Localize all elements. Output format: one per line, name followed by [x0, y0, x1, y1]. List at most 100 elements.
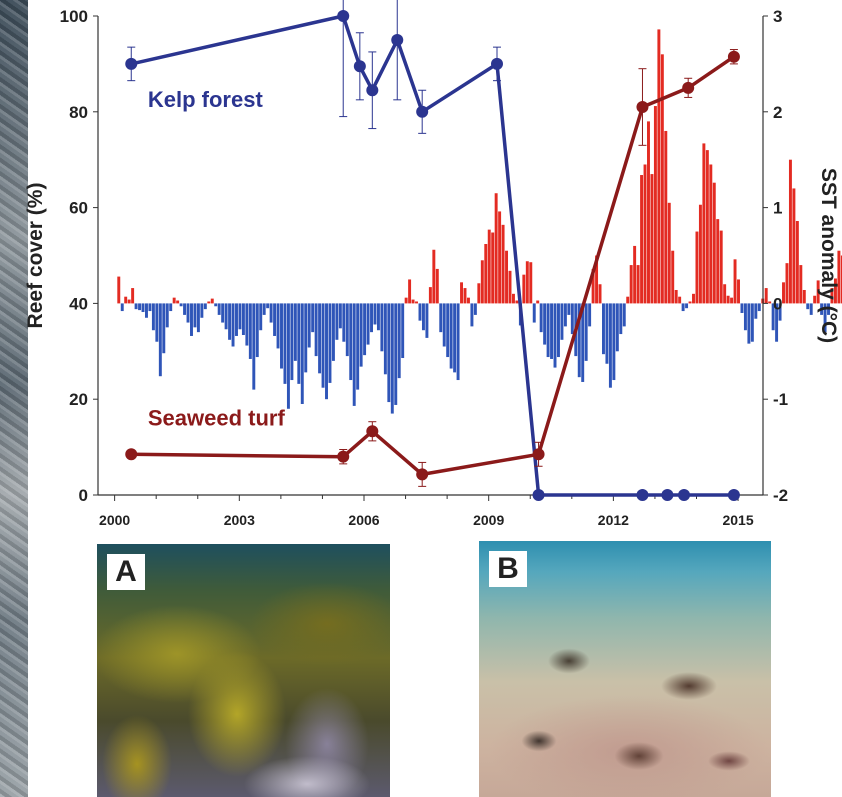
data-point [391, 33, 404, 46]
sst-bar [124, 296, 128, 304]
sst-bar [484, 244, 488, 304]
sst-bar [640, 175, 644, 304]
sst-bar [795, 221, 799, 304]
sst-bar [404, 297, 408, 304]
chart: 0 20 40 60 80 100 -2 -1 0 1 2 3 2000 2003 2006 2009 2012… [24, 0, 842, 528]
sst-bar [473, 303, 477, 315]
sst-bar [480, 260, 484, 304]
sst-bar [127, 299, 131, 304]
sst-bar [328, 303, 332, 383]
y2-tick-label: -2 [773, 486, 788, 505]
sst-bar [712, 182, 716, 304]
sst-bar [318, 303, 322, 374]
sst-bar [418, 303, 422, 321]
sst-bar [120, 303, 124, 312]
data-point [337, 450, 350, 463]
sst-bar [255, 303, 259, 358]
sst-bar [532, 303, 536, 323]
sst-bar [816, 280, 820, 304]
y2-tick-label: 0 [773, 294, 782, 313]
sst-bar [314, 303, 318, 357]
sst-bar [345, 303, 349, 357]
data-point [353, 60, 366, 73]
sst-bar [304, 303, 308, 373]
sst-bar [248, 303, 252, 359]
sst-bar [688, 301, 692, 304]
sst-bar [466, 297, 470, 304]
sst-bar [664, 130, 668, 304]
sst-bar [252, 303, 256, 390]
sst-bar [463, 288, 467, 304]
sst-bar [522, 274, 526, 304]
sst-bar [747, 303, 751, 344]
sst-bar [453, 303, 457, 373]
sst-bar [335, 303, 339, 340]
sst-bar [394, 303, 398, 405]
sst-bar [608, 303, 612, 388]
sst-bar [716, 219, 720, 304]
sst-bar [678, 296, 682, 304]
sst-bar [428, 287, 432, 304]
series-label-0: Kelp forest [148, 87, 264, 112]
sst-bar [726, 295, 730, 304]
sst-bar [799, 265, 803, 304]
sst-bar [553, 303, 557, 368]
sst-bar [456, 303, 460, 381]
photo-kelp-forest: A [97, 544, 390, 797]
sst-bar [183, 303, 187, 315]
sst-bar [293, 303, 297, 361]
sst-bar [342, 303, 346, 342]
sst-bar [491, 232, 495, 304]
sst-bar [633, 245, 637, 304]
sst-bar [823, 303, 827, 333]
sst-bar [387, 303, 391, 403]
sst-bar [567, 303, 571, 315]
x-tick-label: 2012 [598, 512, 629, 528]
sst-bar [643, 164, 647, 304]
sst-bar [560, 303, 564, 340]
sst-bar [179, 303, 183, 307]
data-point [337, 10, 350, 22]
sst-bar [733, 259, 737, 304]
sst-bar [692, 293, 695, 304]
sst-bar [193, 303, 197, 328]
y2-tick-label: 2 [773, 103, 782, 122]
sst-bar [550, 303, 554, 359]
sst-bar [647, 121, 650, 304]
sst-bars [117, 29, 842, 414]
sst-bar [172, 297, 176, 304]
sst-bar [685, 303, 689, 309]
sst-bar [214, 303, 218, 307]
sst-bar [508, 270, 512, 304]
y-tick-label: 40 [69, 294, 88, 313]
sst-bar [539, 303, 543, 333]
data-point [366, 84, 379, 97]
x-tick-label: 2009 [473, 512, 504, 528]
sst-bar [501, 224, 505, 304]
sst-bar [446, 303, 450, 358]
sst-bar [557, 303, 560, 358]
sst-bar [619, 303, 623, 335]
sst-bar [148, 303, 152, 312]
sst-bar [785, 263, 789, 304]
sst-bar [231, 303, 235, 347]
sst-bar [200, 303, 204, 318]
sst-bar [134, 303, 138, 310]
sst-bar [764, 288, 768, 304]
sst-bar [196, 303, 200, 333]
sst-bar [259, 303, 263, 331]
y2-axis-label: SST anomaly (°C) [817, 168, 840, 343]
sst-bar [782, 282, 785, 304]
sst-bar [505, 250, 509, 304]
sst-bar [653, 106, 657, 304]
y-tick-label: 60 [69, 199, 88, 218]
sst-bar [131, 288, 135, 304]
sst-bar [743, 303, 747, 331]
sst-bar [266, 303, 270, 309]
data-point [416, 468, 429, 481]
sst-bar [588, 303, 592, 327]
sst-bar [325, 303, 328, 400]
sst-bar [297, 303, 301, 384]
sst-bar [397, 303, 401, 379]
sst-bar [730, 297, 734, 304]
